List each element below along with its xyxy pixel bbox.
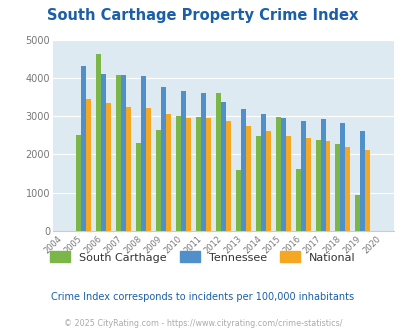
- Bar: [235, 170, 240, 231]
- Bar: [260, 114, 265, 231]
- Bar: [101, 74, 106, 231]
- Bar: [255, 136, 260, 231]
- Bar: [200, 93, 205, 231]
- Bar: [121, 75, 126, 231]
- Bar: [340, 123, 345, 231]
- Text: © 2025 CityRating.com - https://www.cityrating.com/crime-statistics/: © 2025 CityRating.com - https://www.city…: [64, 319, 341, 328]
- Bar: [166, 114, 171, 231]
- Bar: [285, 136, 290, 231]
- Bar: [141, 76, 146, 231]
- Bar: [181, 91, 185, 231]
- Bar: [76, 135, 81, 231]
- Legend: South Carthage, Tennessee, National: South Carthage, Tennessee, National: [50, 251, 355, 263]
- Bar: [106, 103, 111, 231]
- Bar: [245, 126, 250, 231]
- Bar: [215, 93, 220, 231]
- Bar: [220, 102, 225, 231]
- Bar: [300, 121, 305, 231]
- Bar: [225, 121, 230, 231]
- Bar: [160, 87, 166, 231]
- Bar: [146, 108, 151, 231]
- Bar: [156, 130, 160, 231]
- Bar: [81, 66, 86, 231]
- Bar: [185, 118, 190, 231]
- Bar: [240, 109, 245, 231]
- Bar: [86, 99, 91, 231]
- Bar: [360, 131, 364, 231]
- Bar: [195, 117, 200, 231]
- Bar: [265, 131, 270, 231]
- Bar: [295, 169, 300, 231]
- Bar: [315, 140, 320, 231]
- Bar: [96, 54, 101, 231]
- Bar: [345, 147, 350, 231]
- Bar: [354, 195, 360, 231]
- Text: Crime Index corresponds to incidents per 100,000 inhabitants: Crime Index corresponds to incidents per…: [51, 292, 354, 302]
- Bar: [280, 118, 285, 231]
- Bar: [325, 141, 330, 231]
- Bar: [136, 143, 141, 231]
- Bar: [275, 117, 280, 231]
- Bar: [175, 116, 181, 231]
- Text: South Carthage Property Crime Index: South Carthage Property Crime Index: [47, 8, 358, 23]
- Bar: [205, 118, 210, 231]
- Bar: [305, 138, 310, 231]
- Bar: [320, 119, 325, 231]
- Bar: [126, 107, 131, 231]
- Bar: [335, 144, 340, 231]
- Bar: [364, 150, 369, 231]
- Bar: [116, 75, 121, 231]
